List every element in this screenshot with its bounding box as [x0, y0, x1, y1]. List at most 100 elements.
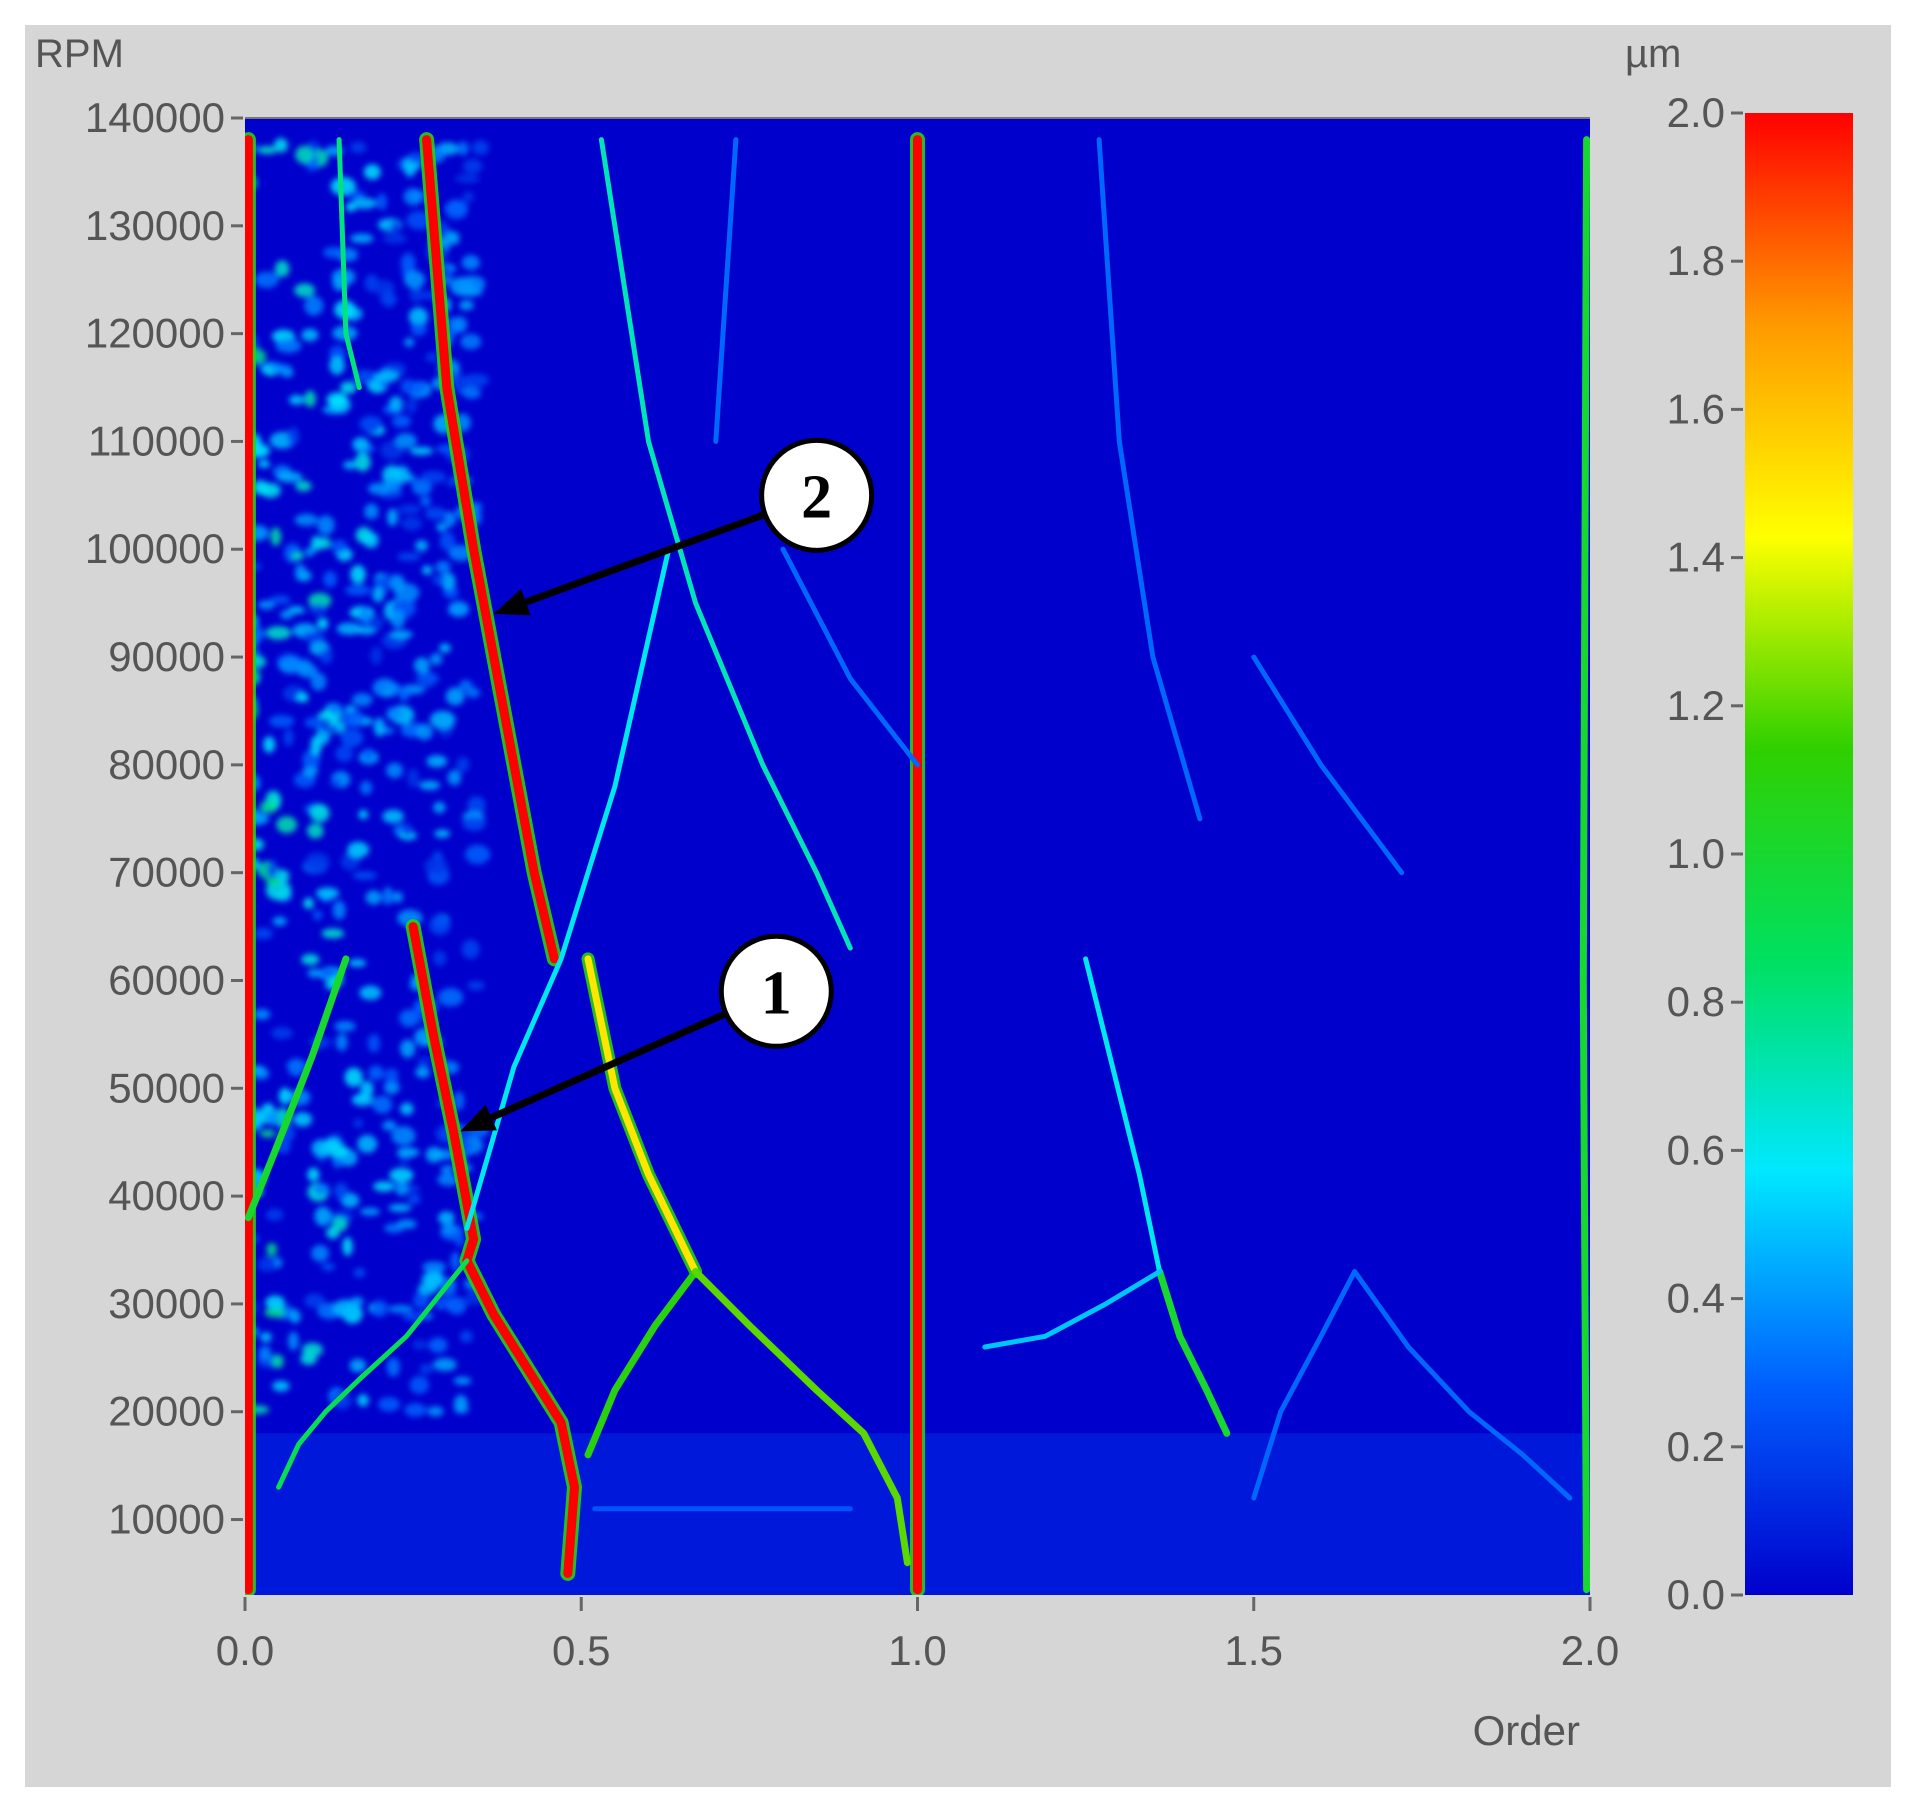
speckle-dot	[295, 480, 312, 492]
speckle-dot	[266, 1242, 278, 1257]
order-trace	[276, 1258, 470, 1490]
speckle-dot	[382, 233, 408, 244]
speckle-dot	[278, 657, 303, 674]
y-tick-label: 10000	[108, 1496, 225, 1543]
x-tick-label: 2.0	[1561, 1627, 1619, 1674]
speckle-dot	[349, 1358, 367, 1373]
order-trace	[422, 135, 559, 964]
speckle-dot	[294, 513, 318, 527]
speckle-dot	[407, 768, 419, 788]
speckle-dot	[257, 459, 271, 469]
speckle-dot	[341, 710, 366, 728]
speckle-dot	[323, 246, 345, 259]
speckle-dot	[309, 804, 330, 823]
order-trace	[464, 546, 672, 1231]
speckle-dot	[312, 909, 323, 921]
speckle-dot	[332, 1390, 352, 1410]
speckle-dot	[270, 527, 282, 546]
speckle-dot	[462, 191, 474, 203]
chart-figure: 140000 130000 120000 110000 100000 90000 80000…	[25, 25, 1891, 1787]
speckle-dot	[358, 809, 369, 820]
speckle-dot	[303, 897, 314, 910]
speckle-dot	[447, 769, 462, 786]
colorbar-tick-label: 1.8	[1667, 237, 1725, 284]
speckle-dot	[257, 1256, 277, 1272]
speckle-dot	[419, 1363, 433, 1375]
colorbar-tick-label: 1.2	[1667, 682, 1725, 729]
annotation-arrow	[489, 1010, 728, 1121]
speckle-dot	[321, 928, 345, 939]
speckle-dot	[350, 565, 366, 584]
speckle-dot	[424, 506, 446, 521]
speckle-dot	[314, 1206, 332, 1227]
speckle-dot	[307, 1167, 320, 1182]
speckle-dot	[347, 841, 370, 858]
speckle-dot	[417, 1282, 438, 1295]
speckle-dot	[440, 1164, 454, 1175]
speckle-dot	[393, 465, 411, 484]
speckle-dot	[334, 1020, 356, 1032]
speckle-dot	[409, 287, 424, 303]
speckle-dot	[279, 610, 294, 620]
heatmap-layer	[245, 132, 1590, 1595]
speckle-dot	[463, 373, 490, 387]
speckle-dot	[404, 337, 415, 348]
speckle-dot	[359, 985, 382, 1001]
speckle-dot	[372, 587, 385, 603]
speckle-dot	[440, 572, 456, 590]
speckle-dot	[407, 1194, 421, 1205]
speckle-dot	[283, 728, 294, 747]
speckle-dot	[394, 433, 417, 449]
x-tick-label: 1.5	[1225, 1627, 1283, 1674]
speckle-dot	[323, 570, 338, 588]
speckle-dot	[383, 289, 395, 308]
speckle-dot	[373, 1181, 395, 1192]
speckle-dot	[447, 202, 468, 214]
speckle-dot	[254, 271, 279, 289]
speckle-dot	[425, 1146, 443, 1163]
speckle-dot	[257, 145, 277, 155]
speckle-dot	[259, 482, 281, 498]
order-trace	[692, 1268, 911, 1567]
speckle-dot	[374, 370, 400, 382]
speckle-dot	[447, 1296, 467, 1315]
speckle-dot	[398, 686, 410, 702]
speckle-dot	[265, 877, 281, 887]
speckle-dot	[441, 1225, 457, 1234]
speckle-dot	[257, 600, 276, 610]
y-tick-label: 140000	[85, 94, 225, 141]
order-trace	[780, 546, 920, 768]
speckle-dot	[264, 1307, 286, 1318]
speckle-dot	[462, 158, 483, 174]
speckle-dot	[304, 547, 315, 557]
speckle-dot	[317, 617, 329, 630]
speckle-dot	[416, 723, 433, 741]
speckle-dot	[289, 1309, 301, 1324]
colorbar-ticks: 2.0 1.8 1.6 1.4 1.2 1.0 0.8 0.6 0.4 0.2 0.0	[1667, 89, 1743, 1618]
speckle-dot	[271, 1354, 284, 1369]
speckle-dot	[352, 1118, 364, 1128]
speckle-dot	[409, 1375, 430, 1395]
speckle-dot	[310, 535, 323, 551]
speckle-dot	[307, 823, 324, 839]
speckle-dot	[307, 968, 323, 978]
speckle-dot	[273, 138, 288, 153]
speckle-dot	[392, 891, 404, 903]
order-trace	[713, 137, 739, 444]
speckle-dot	[412, 1339, 428, 1350]
speckle-dot	[319, 648, 333, 665]
speckle-dot	[424, 857, 448, 875]
speckle-dot	[464, 844, 491, 865]
speckle-dot	[272, 916, 287, 927]
speckle-dot	[287, 1331, 299, 1351]
order-trace	[336, 137, 362, 390]
order-trace	[245, 955, 350, 1222]
order-trace	[1116, 438, 1203, 822]
speckle-dot	[461, 386, 482, 399]
speckle-dot	[352, 437, 370, 451]
speckle-dot	[459, 1330, 473, 1343]
speckle-dot	[315, 887, 340, 900]
speckle-dot	[437, 1173, 459, 1186]
speckle-dot	[460, 333, 482, 350]
y-tick-label: 130000	[85, 202, 225, 249]
